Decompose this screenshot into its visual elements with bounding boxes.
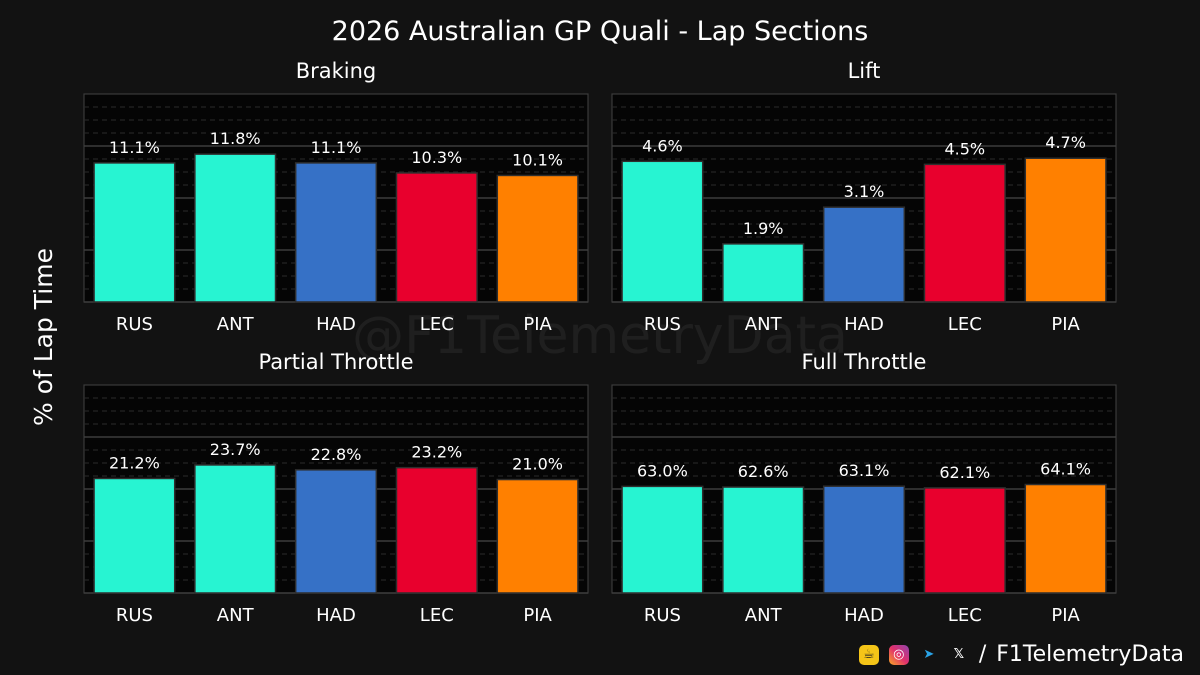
subplot-lift: Lift 4.6% RUS 1.9% ANT 3.1% HAD 4.5% LEC 4.7% PIA (611, 59, 1117, 335)
subplot-title: Lift (848, 59, 881, 83)
data-label-ant: 23.7% (210, 440, 261, 459)
x-tick-label-lec: LEC (948, 605, 982, 626)
x-tick-label-lec: LEC (420, 605, 454, 626)
subplots-group: Braking 11.1% RUS 11.8% ANT 11.1% HAD 10.3% LEC 1… (83, 59, 1117, 626)
x-tick-label-ant: ANT (745, 314, 783, 335)
bar-had (294, 162, 378, 303)
data-label-lec: 10.3% (411, 148, 462, 167)
x-tick-label-rus: RUS (116, 314, 153, 335)
data-label-pia: 21.0% (512, 455, 563, 474)
footer-separator: / (978, 642, 987, 667)
subplot-full-throttle: Full Throttle 63.0% RUS 62.6% ANT 63.1% HAD 62.… (611, 350, 1117, 626)
bar-rus (621, 485, 704, 594)
bar-ant (722, 243, 805, 303)
x-tick-label-rus: RUS (116, 605, 153, 626)
x-icon[interactable]: 𝕏 (953, 647, 965, 662)
data-label-rus: 11.1% (109, 138, 160, 157)
bar-ant (194, 464, 277, 594)
bar-pia (496, 174, 579, 303)
instagram-icon[interactable]: ◎ (888, 644, 909, 665)
bar-lec (923, 163, 1006, 303)
data-label-rus: 4.6% (642, 136, 683, 155)
data-label-had: 22.8% (311, 445, 362, 464)
data-label-pia: 4.7% (1045, 133, 1086, 152)
bar-rus (93, 162, 176, 303)
data-label-rus: 63.0% (637, 461, 688, 480)
data-label-ant: 1.9% (743, 219, 784, 238)
telegram-icon[interactable]: ➤ (923, 647, 935, 662)
x-tick-label-had: HAD (844, 314, 884, 335)
x-tick-label-ant: ANT (745, 605, 783, 626)
subplot-partial-throttle: Partial Throttle 21.2% RUS 23.7% ANT 22.8% HAD… (83, 350, 589, 626)
bar-had (294, 469, 378, 594)
bar-ant (722, 486, 805, 594)
bar-pia (1024, 483, 1107, 594)
cup-icon[interactable]: ☕ (858, 644, 879, 665)
bar-pia (496, 478, 579, 594)
x-tick-label-ant: ANT (217, 314, 255, 335)
data-label-lec: 62.1% (939, 463, 990, 482)
x-tick-label-had: HAD (316, 605, 356, 626)
x-tick-label-lec: LEC (948, 314, 982, 335)
y-axis-label: % of Lap Time (29, 248, 58, 426)
bar-rus (621, 160, 704, 303)
subplot-title: Braking (296, 59, 377, 83)
bar-lec (395, 466, 478, 594)
subplot-title: Full Throttle (802, 350, 927, 374)
subplot-title: Partial Throttle (258, 350, 413, 374)
data-label-rus: 21.2% (109, 453, 160, 472)
data-label-had: 63.1% (839, 461, 890, 480)
x-tick-label-had: HAD (316, 314, 356, 335)
bar-rus (93, 477, 176, 594)
data-label-ant: 62.6% (738, 462, 789, 481)
bar-lec (395, 172, 478, 303)
x-tick-label-pia: PIA (523, 314, 552, 335)
footer-social: ☕ ◎ ➤ 𝕏 / F1TelemetryData (858, 642, 1184, 667)
data-label-pia: 64.1% (1040, 460, 1091, 479)
bar-had (822, 206, 906, 303)
x-tick-label-rus: RUS (644, 605, 681, 626)
page-title: 2026 Australian GP Quali - Lap Sections (332, 16, 869, 47)
data-label-pia: 10.1% (512, 150, 563, 169)
x-tick-label-pia: PIA (523, 605, 552, 626)
x-tick-label-pia: PIA (1051, 605, 1080, 626)
subplot-braking: Braking 11.1% RUS 11.8% ANT 11.1% HAD 10.3% LEC 1… (83, 59, 589, 335)
bar-lec (923, 487, 1006, 594)
data-label-lec: 4.5% (944, 139, 985, 158)
bar-pia (1024, 157, 1107, 303)
x-tick-label-lec: LEC (420, 314, 454, 335)
data-label-had: 3.1% (844, 182, 885, 201)
watermark-text: @F1TelemetryData (352, 306, 848, 366)
footer-handle[interactable]: F1TelemetryData (996, 642, 1184, 667)
data-label-had: 11.1% (311, 138, 362, 157)
bar-had (822, 485, 906, 594)
bar-ant (194, 153, 277, 303)
x-tick-label-ant: ANT (217, 605, 255, 626)
data-label-lec: 23.2% (411, 443, 462, 462)
x-tick-label-pia: PIA (1051, 314, 1080, 335)
x-tick-label-had: HAD (844, 605, 884, 626)
data-label-ant: 11.8% (210, 129, 261, 148)
x-tick-label-rus: RUS (644, 314, 681, 335)
